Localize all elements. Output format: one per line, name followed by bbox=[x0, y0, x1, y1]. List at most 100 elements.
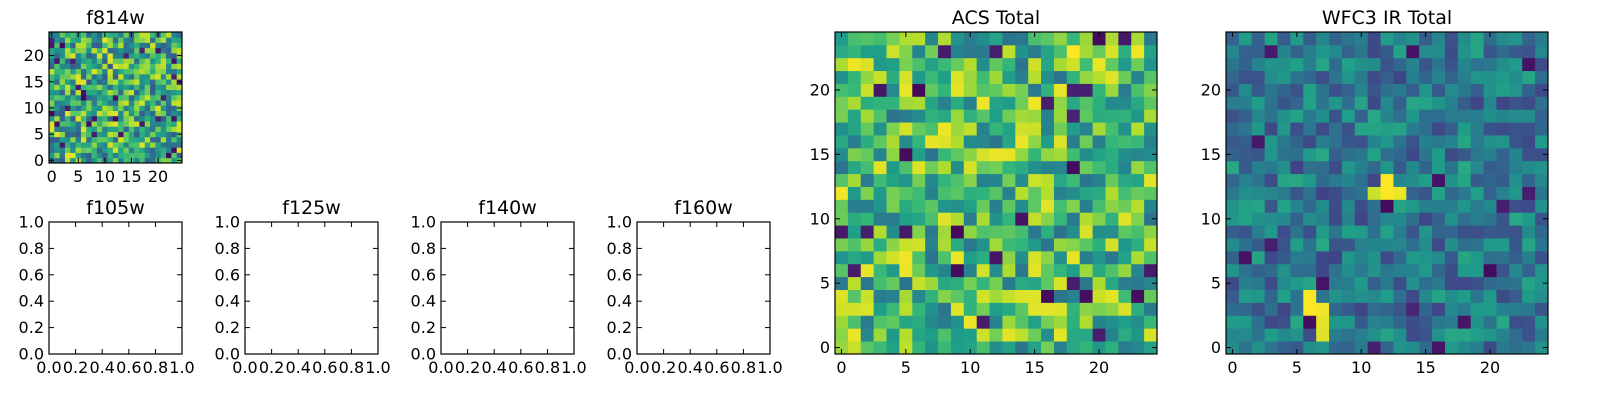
heatmap-cell bbox=[1496, 225, 1510, 239]
heatmap-cell bbox=[1367, 238, 1381, 252]
heatmap-cell bbox=[847, 70, 862, 84]
heatmap-cell bbox=[899, 32, 913, 46]
heatmap-cell bbox=[1380, 135, 1394, 149]
heatmap-cell bbox=[1264, 315, 1278, 329]
heatmap-cell bbox=[1380, 122, 1394, 136]
heatmap-cell bbox=[59, 100, 66, 106]
heatmap-cell bbox=[1329, 122, 1343, 136]
heatmap-cell bbox=[171, 94, 178, 101]
heatmap-cell bbox=[1367, 135, 1381, 149]
heatmap-cell bbox=[1251, 96, 1266, 110]
heatmap-cell bbox=[1066, 70, 1081, 84]
y-tick-label: 20 bbox=[810, 80, 830, 99]
heatmap-cell bbox=[1028, 57, 1042, 72]
heatmap-cell bbox=[1483, 160, 1497, 175]
x-tick-label: 0.2 bbox=[651, 358, 676, 377]
heatmap-cell bbox=[1509, 122, 1523, 136]
heatmap-cell bbox=[59, 121, 66, 127]
heatmap-cell bbox=[1535, 328, 1549, 342]
heatmap-cell bbox=[1354, 341, 1369, 355]
heatmap-cell bbox=[1419, 83, 1433, 97]
heatmap-cell bbox=[1028, 199, 1042, 213]
heatmap-cell bbox=[155, 42, 162, 49]
heatmap-cell bbox=[1354, 109, 1369, 123]
heatmap-cell bbox=[1066, 341, 1081, 355]
heatmap-cell bbox=[1393, 57, 1407, 72]
heatmap-cell bbox=[1419, 122, 1433, 136]
heatmap-cell bbox=[847, 328, 862, 342]
heatmap-cell bbox=[1470, 70, 1484, 84]
heatmap-cell bbox=[1238, 70, 1253, 84]
heatmap-cell bbox=[171, 126, 178, 132]
heatmap-cell bbox=[860, 199, 875, 213]
heatmap-cell bbox=[160, 47, 167, 54]
heatmap-cell bbox=[160, 136, 167, 143]
heatmap-cell bbox=[899, 173, 913, 187]
heatmap-cell bbox=[1432, 212, 1446, 226]
heatmap-cell bbox=[1144, 238, 1158, 252]
heatmap-cell bbox=[59, 42, 66, 49]
heatmap-cell bbox=[1496, 122, 1510, 136]
heatmap-cell bbox=[1264, 263, 1278, 278]
heatmap-cell bbox=[1470, 263, 1484, 278]
heatmap-cell bbox=[1341, 199, 1356, 213]
heatmap-cell bbox=[976, 263, 990, 278]
heatmap-cell bbox=[912, 250, 926, 265]
heatmap-cell bbox=[96, 79, 103, 85]
heatmap-cell bbox=[91, 79, 98, 85]
heatmap-cell bbox=[1470, 276, 1484, 290]
heatmap-cell bbox=[1509, 289, 1523, 303]
heatmap-cell bbox=[1041, 238, 1055, 252]
heatmap-cell bbox=[1079, 199, 1093, 213]
heatmap-cell bbox=[171, 37, 178, 43]
heatmap-cell bbox=[1028, 250, 1042, 265]
heatmap-cell bbox=[1118, 212, 1132, 226]
heatmap-cell bbox=[1079, 250, 1093, 265]
heatmap-cell bbox=[1444, 199, 1459, 213]
heatmap-cell bbox=[925, 147, 939, 162]
heatmap-cell bbox=[128, 79, 135, 85]
heatmap-cell bbox=[1028, 328, 1042, 342]
heatmap-cell bbox=[1303, 186, 1317, 200]
heatmap-cell bbox=[1496, 173, 1510, 187]
heatmap-cell bbox=[176, 136, 183, 143]
heatmap-cell bbox=[1354, 238, 1369, 252]
heatmap-cell bbox=[96, 68, 103, 75]
heatmap-cell bbox=[1341, 32, 1356, 46]
heatmap-cell bbox=[1444, 250, 1459, 265]
heatmap-cell bbox=[1053, 212, 1068, 226]
heatmap-cell bbox=[1406, 32, 1420, 46]
heatmap-cell bbox=[835, 276, 849, 290]
heatmap-cell bbox=[1419, 302, 1433, 316]
heatmap-cell bbox=[899, 199, 913, 213]
heatmap-cell bbox=[1028, 341, 1042, 355]
heatmap-cell bbox=[1522, 147, 1536, 162]
heatmap-cell bbox=[1066, 57, 1081, 72]
heatmap-cell bbox=[86, 105, 92, 111]
heatmap-cell bbox=[976, 238, 990, 252]
y-tick-label: 1.0 bbox=[411, 213, 436, 232]
heatmap-cell bbox=[1092, 302, 1106, 316]
heatmap-cell bbox=[144, 52, 151, 59]
heatmap-cell bbox=[70, 37, 76, 43]
heatmap-cell bbox=[1341, 109, 1356, 123]
heatmap-cell bbox=[1290, 212, 1304, 226]
heatmap-cell bbox=[128, 115, 135, 122]
heatmap-cell bbox=[1092, 135, 1106, 149]
heatmap-cell bbox=[938, 44, 952, 59]
heatmap-cell bbox=[925, 57, 939, 72]
heatmap-cell bbox=[1406, 44, 1420, 59]
heatmap-cell bbox=[1053, 225, 1068, 239]
heatmap-cell bbox=[118, 32, 124, 38]
heatmap-cell bbox=[1041, 328, 1055, 342]
heatmap-cell bbox=[912, 70, 926, 84]
heatmap-cell bbox=[118, 126, 124, 132]
heatmap-cell bbox=[70, 84, 76, 91]
heatmap-cell bbox=[70, 157, 76, 164]
heatmap-cell bbox=[96, 152, 103, 159]
heatmap-cell bbox=[1419, 199, 1433, 213]
heatmap-cell bbox=[847, 122, 862, 136]
heatmap-cell bbox=[96, 131, 103, 138]
heatmap-cell bbox=[860, 147, 875, 162]
heatmap-cell bbox=[1470, 83, 1484, 97]
